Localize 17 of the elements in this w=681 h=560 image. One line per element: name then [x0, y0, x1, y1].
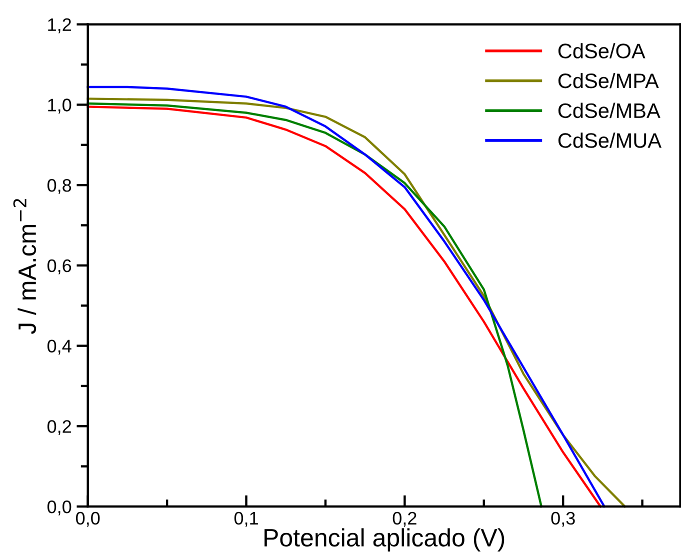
- x-tick-label: 0,0: [76, 512, 100, 527]
- y-tick-label: 0,8: [47, 179, 72, 194]
- legend-label: CdSe/MPA: [558, 72, 659, 88]
- legend-label: CdSe/MUA: [558, 132, 662, 148]
- y-tick-label: 1,2: [48, 18, 71, 34]
- x-tick-label: 0,1: [234, 512, 258, 527]
- x-tick-label: 0,2: [392, 512, 416, 527]
- y-tick-label: 0,0: [47, 500, 72, 516]
- y-tick-label: 0,6: [47, 259, 72, 274]
- legend-label: CdSe/MBA: [558, 102, 660, 118]
- y-tick-label: 0,2: [47, 420, 71, 436]
- y-tick-label: 0,4: [47, 340, 72, 355]
- x-axis-title: Potencial aplicado (V): [264, 528, 504, 552]
- y-tick-label: 1,0: [48, 98, 72, 114]
- x-tick-label: 0,3: [551, 512, 575, 527]
- legend-label: CdSe/OA: [558, 43, 646, 58]
- y-axis-title: J / mA.cm$^{−2}$: [13, 199, 36, 334]
